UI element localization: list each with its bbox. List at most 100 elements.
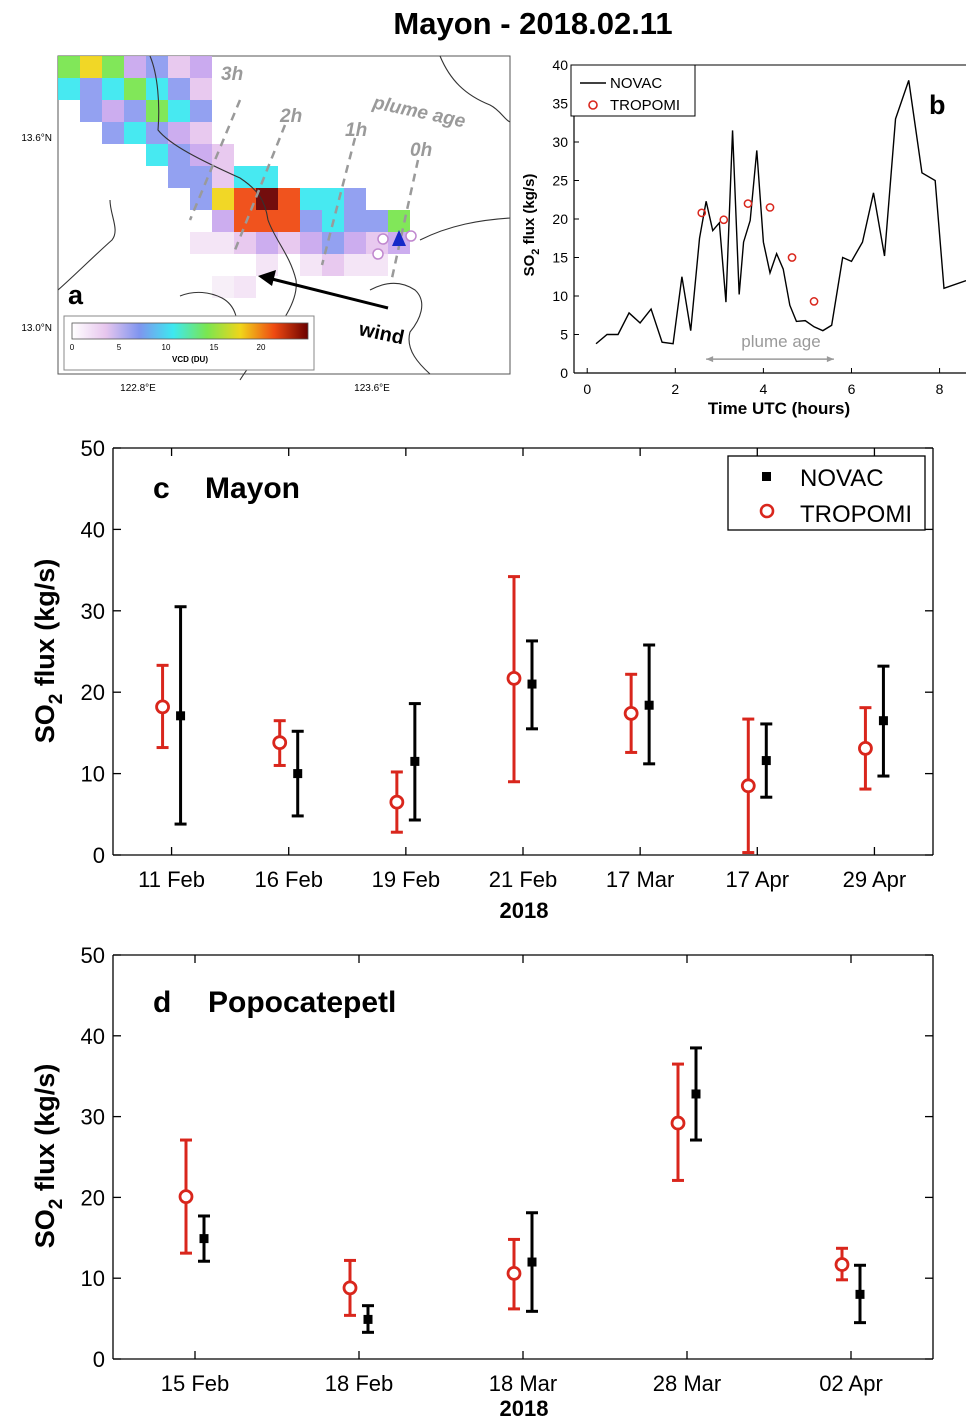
heat-cell: [102, 122, 124, 144]
b-range-arrow: [706, 356, 714, 363]
heat-cell: [102, 78, 124, 100]
heat-cell: [168, 100, 190, 122]
d-novac-point: [855, 1289, 865, 1299]
coastline-ne: [419, 217, 511, 241]
b-legend-tropomi: TROPOMI: [610, 97, 680, 114]
b-tropomi-point: [743, 199, 753, 208]
b-y-tick-label: 0: [560, 365, 568, 381]
heat-cell: [388, 210, 410, 232]
b-y-tick-label: 20: [552, 211, 568, 227]
b-y-tick-label: 25: [552, 173, 568, 189]
coastline-n: [439, 55, 511, 123]
b-x-tick-label: 2: [671, 381, 679, 397]
b-y-tick-label: 40: [552, 57, 568, 73]
heat-cell: [58, 56, 80, 78]
panel-c-mayon: 0 10 20 30 40 50 11 Feb 16 Feb 19 Feb 21 Feb 17 Ma…: [30, 436, 934, 923]
d-tropomi-point: [670, 1115, 686, 1131]
figure-title: Mayon - 2018.02.11: [393, 6, 673, 41]
d-xlabel: 2018: [500, 1396, 549, 1421]
c-series: [155, 575, 890, 855]
heat-cell: [80, 100, 102, 122]
heat-cell: [190, 232, 212, 254]
age-label-3h: 3h: [221, 64, 243, 85]
c-novac-point: [176, 711, 186, 721]
d-tropomi-point: [506, 1265, 522, 1281]
heat-cell: [212, 232, 234, 254]
b-tropomi-point: [719, 215, 729, 225]
heat-cells: [58, 56, 410, 298]
heat-cell: [234, 210, 256, 232]
d-novac-point: [199, 1234, 209, 1244]
c-novac-point: [644, 700, 654, 710]
panel-d-title: Popocatepetl: [208, 986, 396, 1019]
d-y-tick-label: 30: [81, 1105, 105, 1130]
marker-circle: [405, 230, 417, 242]
b-novac-line: [595, 80, 966, 345]
colorbar: 0 5 10 15 20 VCD (DU): [63, 315, 315, 371]
age-line-3h: [188, 99, 242, 221]
heat-cell: [256, 232, 278, 254]
heat-cell: [322, 188, 344, 210]
c-x-tick-label: 17 Mar: [606, 867, 674, 892]
panel-d-popocatepetl: 0 10 20 30 40 50 15 Feb 18 Feb 18 Mar 28 Mar 02 Ap…: [30, 943, 934, 1421]
d-y-tick-label: 20: [81, 1185, 105, 1210]
d-x-tick-label: 02 Apr: [819, 1371, 883, 1396]
lon-tick: 122.8°E: [120, 383, 156, 394]
heat-cell: [234, 166, 256, 188]
d-axes: 0 10 20 30 40 50 15 Feb 18 Feb 18 Mar 28 Mar 02 Ap…: [81, 943, 934, 1396]
c-y-tick-label: 30: [81, 599, 105, 624]
b-axes: 0 5 10 15 20 25 30 35 40 0 2 4 6 8: [552, 57, 966, 397]
lon-tick: 123.6°E: [354, 383, 390, 394]
heat-cell: [212, 144, 234, 166]
c-y-tick-label: 10: [81, 762, 105, 787]
panel-b-timeseries: 0 5 10 15 20 25 30 35 40 0 2 4 6 8 NOVAC TROPOMI b pl…: [521, 57, 966, 418]
heat-cell: [146, 56, 168, 78]
colorbar-label: VCD (DU): [172, 355, 208, 364]
heat-cell: [124, 56, 146, 78]
d-x-tick-label: 18 Mar: [489, 1371, 557, 1396]
panel-a-letter: a: [68, 280, 84, 310]
d-tropomi-point: [834, 1257, 850, 1272]
heat-cell: [300, 254, 322, 276]
b-x-tick-label: 0: [583, 381, 591, 397]
b-series: [595, 80, 966, 363]
c-novac-point: [878, 716, 888, 726]
heat-cell: [146, 100, 168, 122]
heat-cell: [278, 210, 300, 232]
heat-cell: [124, 78, 146, 100]
b-y-tick-label: 35: [552, 96, 568, 112]
panel-c-title: Mayon: [205, 472, 300, 505]
heat-cell: [234, 188, 256, 210]
age-line-2h: [233, 124, 287, 251]
heat-cell: [344, 188, 366, 210]
heat-cell: [256, 254, 278, 276]
heat-cell: [256, 188, 278, 210]
c-tropomi-point: [272, 735, 288, 751]
heat-cell: [234, 276, 256, 298]
marker-circle: [377, 233, 389, 245]
heat-cell: [80, 78, 102, 100]
heat-cell: [190, 166, 212, 188]
heat-cell: [168, 166, 190, 188]
age-line-1h: [320, 137, 357, 266]
d-y-tick-label: 10: [81, 1266, 105, 1291]
b-y-tick-label: 5: [560, 327, 568, 343]
c-xlabel: 2018: [500, 898, 549, 923]
c-legend: NOVAC TROPOMI: [727, 455, 926, 531]
heat-cell: [190, 78, 212, 100]
c-tropomi-point: [506, 670, 522, 686]
b-y-tick-label: 30: [552, 134, 568, 150]
heat-cell: [234, 232, 256, 254]
c-tropomi-point: [389, 794, 405, 810]
heat-cell: [146, 78, 168, 100]
d-novac-point: [527, 1257, 537, 1267]
c-y-tick-label: 20: [81, 680, 105, 705]
heat-cell: [300, 232, 322, 254]
c-x-tick-label: 16 Feb: [254, 867, 323, 892]
panel-d-letter: d: [153, 986, 171, 1019]
heat-cell: [212, 276, 234, 298]
volcano-triangle-icon: [392, 230, 406, 246]
c-tropomi-point: [623, 705, 639, 721]
heat-cell: [190, 122, 212, 144]
heat-cell: [212, 188, 234, 210]
